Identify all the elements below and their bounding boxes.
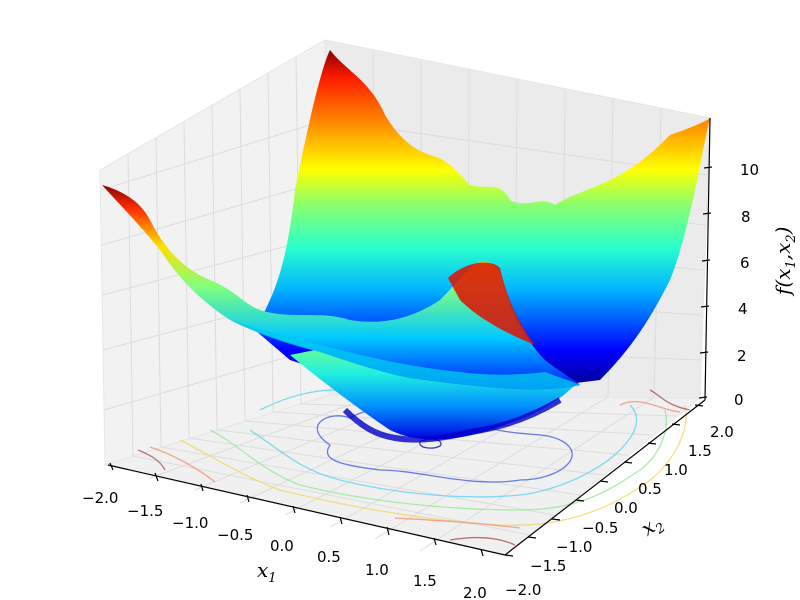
svg-text:−2.0: −2.0	[505, 581, 541, 599]
x-axis-ticks	[109, 462, 484, 557]
svg-text:1.5: 1.5	[688, 442, 712, 460]
y-axis-label: x2	[636, 510, 668, 544]
svg-text:−1.5: −1.5	[530, 557, 566, 575]
y-axis-line	[504, 399, 706, 556]
svg-text:0: 0	[734, 391, 744, 409]
svg-text:0.5: 0.5	[638, 480, 662, 498]
svg-text:0.0: 0.0	[270, 537, 294, 555]
surface	[102, 50, 710, 443]
svg-text:−2.0: −2.0	[82, 489, 118, 507]
z-axis-tick-labels: 0 2 4 6 8 10	[734, 161, 759, 409]
svg-text:2: 2	[737, 347, 747, 365]
z-axis-ticks	[698, 166, 713, 399]
z-axis-line	[704, 117, 711, 401]
svg-text:6: 6	[740, 254, 750, 272]
y-axis-ticks	[504, 404, 704, 557]
axes-lines	[107, 117, 711, 556]
svg-text:10: 10	[740, 161, 759, 179]
svg-text:2.0: 2.0	[463, 584, 487, 600]
svg-text:8: 8	[741, 208, 751, 226]
svg-text:4: 4	[738, 300, 748, 318]
svg-text:2.0: 2.0	[710, 423, 734, 441]
svg-text:0.5: 0.5	[317, 548, 341, 566]
svg-text:1.5: 1.5	[413, 572, 437, 590]
svg-text:−0.5: −0.5	[582, 519, 618, 537]
svg-text:−0.5: −0.5	[217, 526, 253, 544]
svg-text:−1.0: −1.0	[556, 538, 592, 556]
svg-text:−1.5: −1.5	[127, 502, 163, 520]
x-axis-tick-labels: −2.0 −1.5 −1.0 −0.5 0.0 0.5 1.0 1.5 2.0	[82, 489, 487, 600]
svg-text:1.0: 1.0	[365, 561, 389, 579]
x-axis-line	[107, 464, 506, 556]
svg-text:1.0: 1.0	[664, 461, 688, 479]
z-axis-label: f(x1,x2)	[771, 227, 799, 298]
svg-text:−1.0: −1.0	[172, 514, 208, 532]
y-axis-tick-labels: −2.0 −1.5 −1.0 −0.5 0.0 0.5 1.0 1.5 2.0	[505, 423, 734, 599]
x-axis-label: x1	[257, 558, 277, 586]
svg-text:0.0: 0.0	[614, 499, 638, 517]
